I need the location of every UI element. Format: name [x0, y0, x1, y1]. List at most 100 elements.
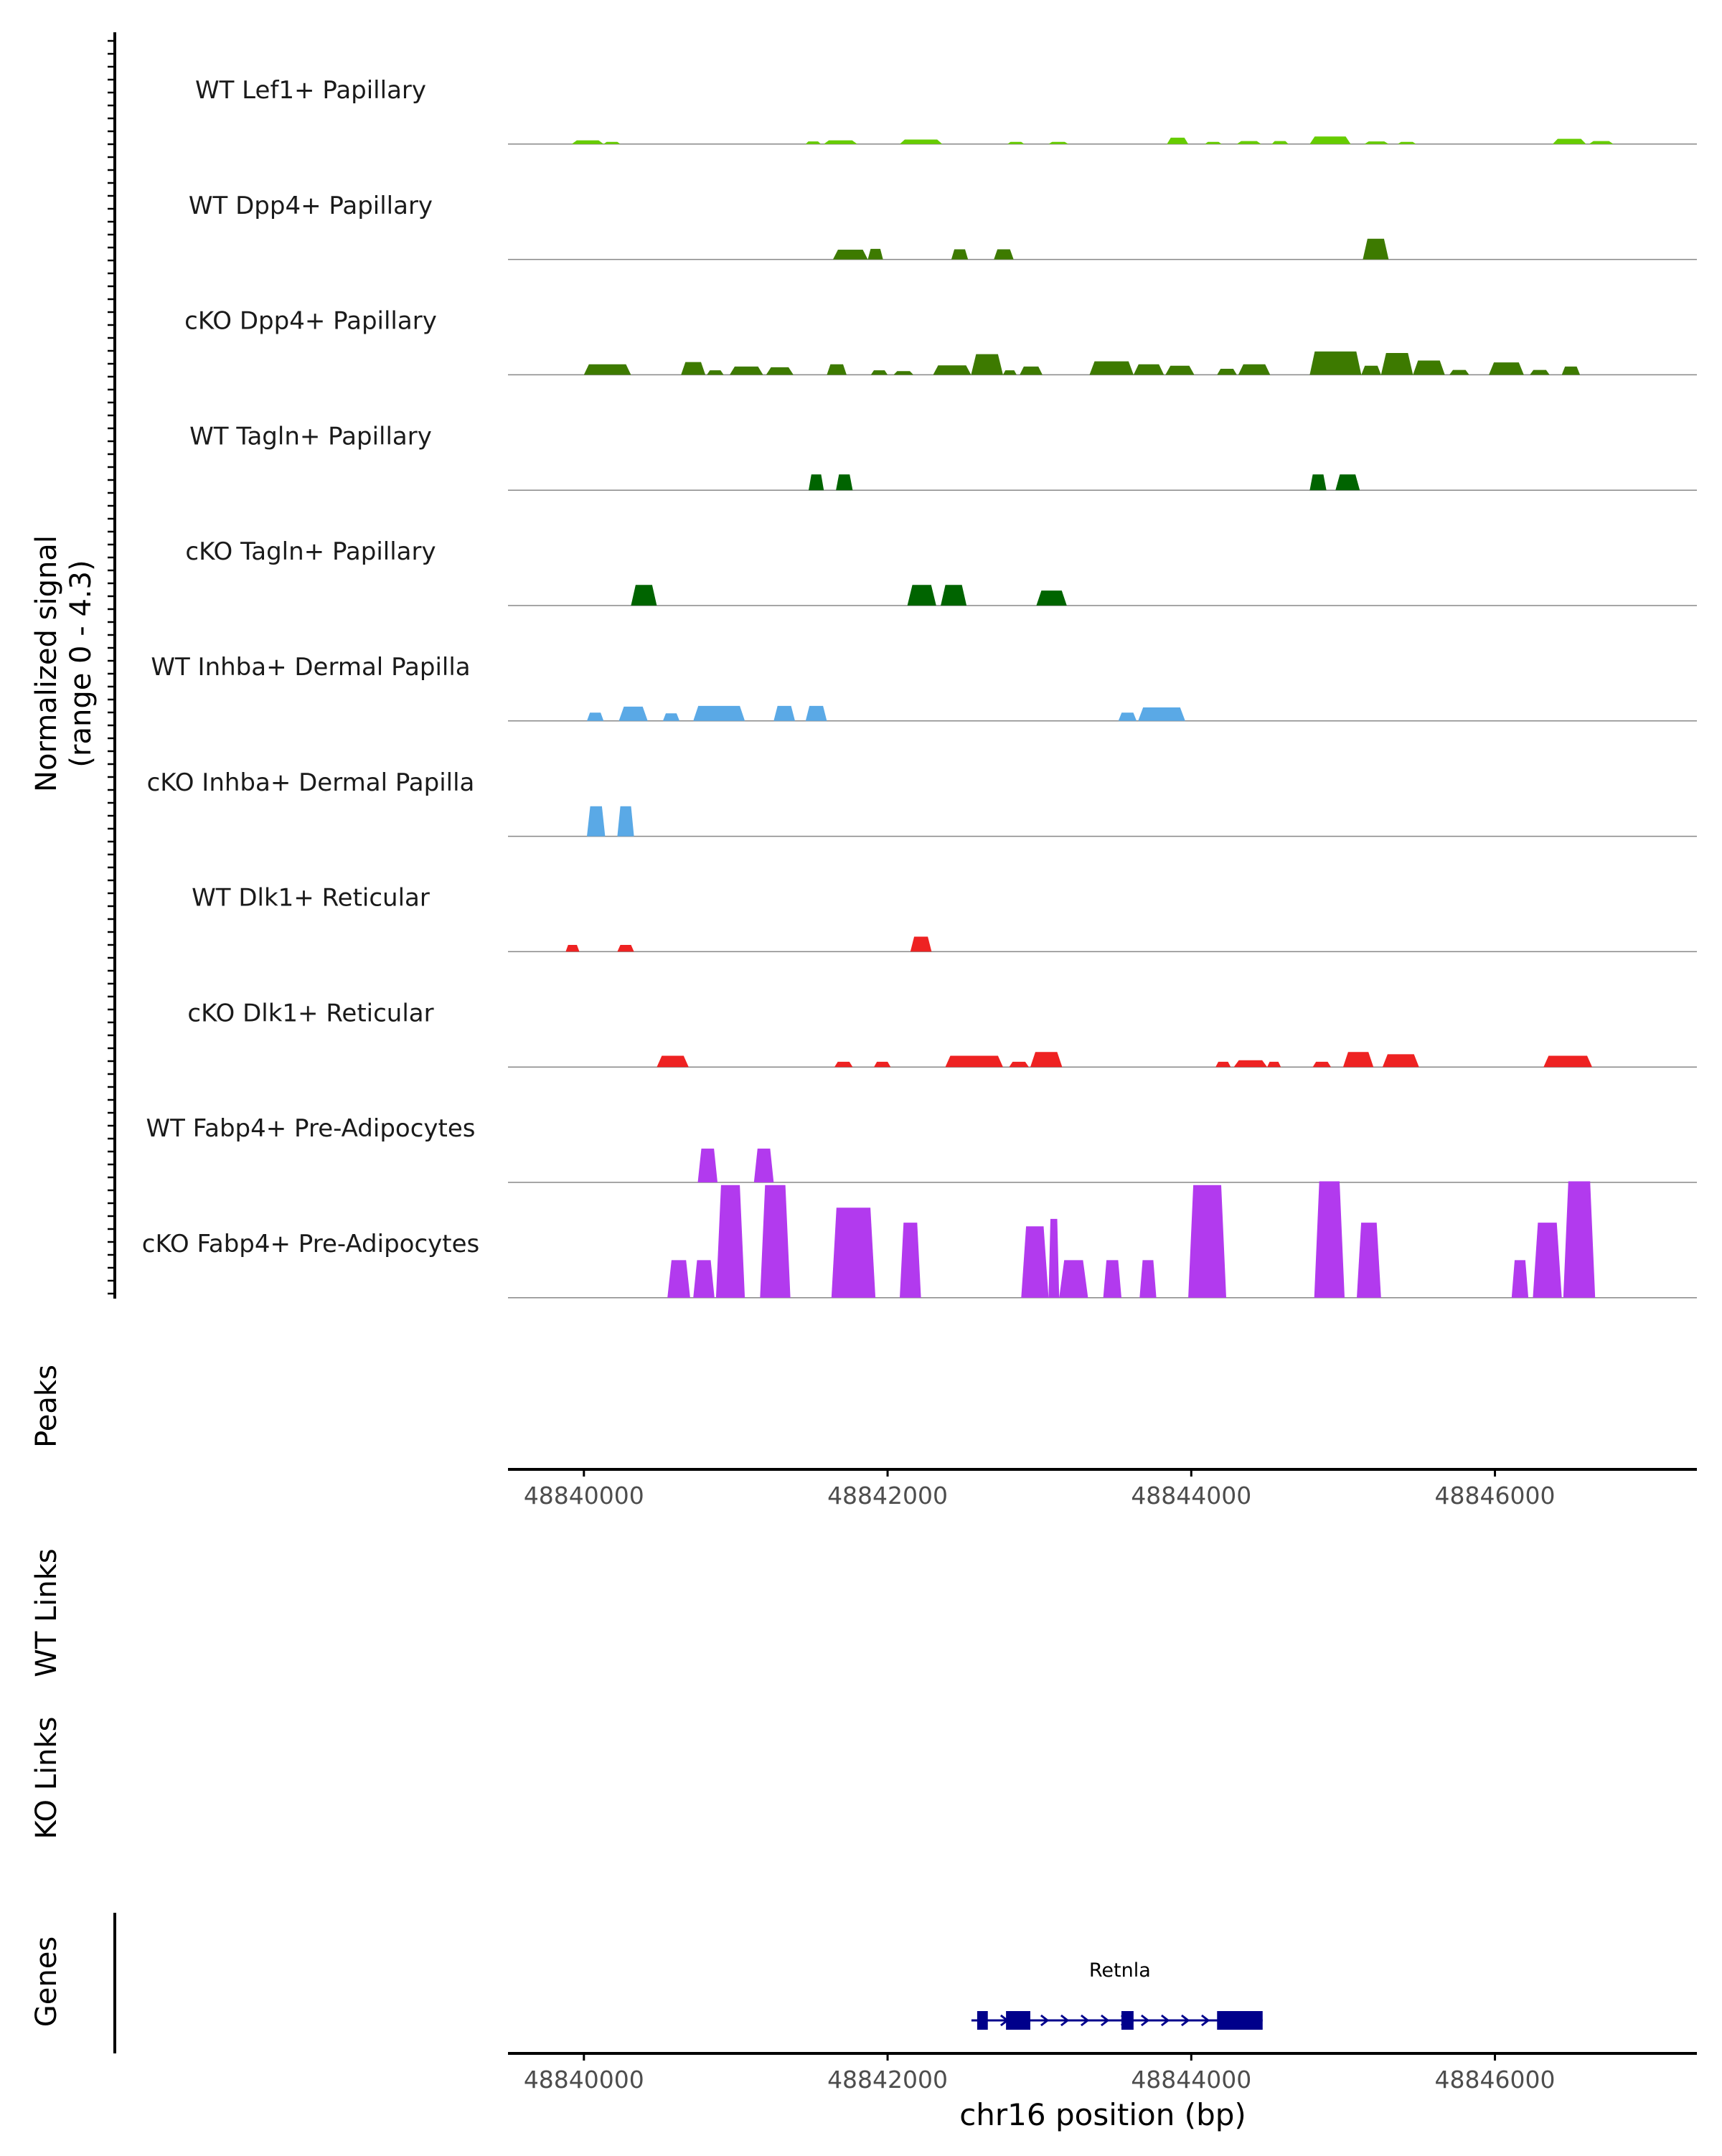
gene-x-tick-label: 48844000 — [1131, 2066, 1251, 2094]
signal-peak — [874, 1061, 891, 1068]
track-cko-fabp4-pre-adipocytes: cKO Fabp4+ Pre-Adipocytes — [142, 1181, 1697, 1299]
signal-peak — [1398, 141, 1416, 144]
signal-peak — [1563, 1181, 1596, 1298]
signal-peak — [618, 706, 648, 721]
peaks-panel-label: Peaks — [30, 1365, 63, 1448]
gene-exon — [1006, 2011, 1030, 2030]
signal-peak — [631, 585, 657, 606]
signal-peak — [730, 366, 763, 375]
signal-peak — [1165, 365, 1195, 375]
signal-peak — [657, 1055, 689, 1068]
track-label: WT Lef1+ Papillary — [195, 76, 426, 105]
signal-peak — [1342, 1052, 1374, 1068]
x-axis-title: chr16 position (bp) — [959, 2097, 1246, 2132]
signal-peak — [1449, 369, 1469, 375]
strand-arrow — [1160, 2014, 1170, 2027]
track-wt-lef1-papillary: WT Lef1+ Papillary — [195, 76, 1697, 145]
signal-peak — [1309, 351, 1362, 375]
gene-x-tick-label: 48846000 — [1435, 2066, 1556, 2094]
signal-peak — [667, 1260, 690, 1298]
signal-peak — [662, 713, 680, 721]
gene-exon — [1217, 2011, 1263, 2030]
signal-peak — [1002, 370, 1017, 375]
signal-y-axis — [108, 32, 116, 1299]
strand-arrow — [1140, 2014, 1150, 2027]
track-wt-fabp4-pre-adipocytes: WT Fabp4+ Pre-Adipocytes — [146, 1114, 1697, 1183]
signal-peak — [805, 141, 821, 144]
signal-peak — [760, 1185, 791, 1298]
signal-peak — [693, 705, 745, 721]
signal-peak — [1021, 1226, 1049, 1298]
track-wt-inhba-dermal-papilla: WT Inhba+ Dermal Papilla — [151, 653, 1697, 722]
x-tick-label: 48844000 — [1131, 1482, 1251, 1510]
coverage-tracks: WT Lef1+ Papillary WT Dpp4+ Papillary cKO … — [142, 76, 1697, 1299]
track-label: WT Dlk1+ Reticular — [192, 884, 430, 913]
track-cko-dlk1-reticular: cKO Dlk1+ Reticular — [187, 999, 1697, 1068]
signal-peak — [1553, 138, 1586, 144]
signal-peak — [1364, 141, 1389, 144]
signal-peak — [571, 140, 604, 144]
signal-peak — [867, 248, 883, 260]
signal-peak — [910, 936, 932, 952]
signal-peak — [1205, 141, 1222, 144]
signal-peak — [565, 945, 580, 952]
signal-peak — [753, 1148, 774, 1182]
strand-arrow — [1200, 2014, 1210, 2027]
track-cko-tagln-papillary: cKO Tagln+ Papillary — [185, 537, 1697, 606]
signal-peak — [941, 585, 967, 606]
signal-peak — [617, 945, 634, 952]
track-label: WT Dpp4+ Papillary — [189, 192, 433, 220]
signal-peak — [951, 249, 969, 260]
gene-exon — [977, 2011, 988, 2030]
signal-peak — [1030, 1052, 1063, 1068]
signal-peak — [1382, 1054, 1419, 1068]
x-tick-label: 48840000 — [524, 1482, 644, 1510]
wt-links-panel-label: WT Links — [30, 1548, 63, 1677]
signal-peak — [1188, 1185, 1226, 1298]
ko-links-panel-label: KO Links — [30, 1717, 63, 1840]
signal-peak — [870, 370, 888, 375]
signal-peak — [773, 705, 795, 721]
track-cko-dpp4-papillary: cKO Dpp4+ Papillary — [184, 307, 1697, 376]
signal-peak — [707, 370, 724, 375]
x-tick-label: 48842000 — [827, 1482, 948, 1510]
signal-peak — [1309, 136, 1351, 144]
signal-peak — [1020, 366, 1043, 375]
signal-peak — [1309, 474, 1327, 491]
strand-arrow — [1080, 2014, 1090, 2027]
signal-peak — [1133, 364, 1165, 375]
signal-peak — [1271, 141, 1289, 144]
signal-peak — [617, 806, 634, 837]
signal-peak — [681, 362, 706, 375]
signal-peak — [831, 1208, 876, 1298]
strand-arrow — [1060, 2014, 1070, 2027]
signal-peak — [1489, 362, 1524, 375]
signal-peak — [1089, 361, 1134, 375]
signal-peak — [945, 1055, 1003, 1068]
track-label: cKO Tagln+ Papillary — [185, 537, 436, 566]
signal-peak — [805, 705, 827, 721]
signal-peak — [834, 1061, 853, 1068]
y-axis-title-line1: Normalized signal — [30, 535, 63, 792]
signal-peak — [1363, 238, 1389, 260]
signal-peak — [1007, 141, 1025, 144]
signal-peak — [893, 371, 913, 375]
gene-x-tick-label: 48842000 — [827, 2066, 948, 2094]
signal-peak — [1167, 137, 1189, 144]
signal-peak — [1238, 364, 1271, 375]
track-wt-dlk1-reticular: WT Dlk1+ Reticular — [192, 884, 1697, 953]
x-tick-label: 48846000 — [1435, 1482, 1556, 1510]
signal-peak — [836, 474, 853, 491]
signal-peak — [933, 365, 971, 375]
signal-peak — [587, 712, 604, 721]
track-label: cKO Dpp4+ Papillary — [184, 307, 437, 336]
signal-peak — [1215, 1061, 1231, 1068]
track-label: cKO Inhba+ Dermal Papilla — [147, 768, 475, 797]
track-label: cKO Dlk1+ Reticular — [187, 999, 433, 1027]
gene-retnla: Retnla — [971, 1959, 1263, 2030]
track-wt-tagln-papillary: WT Tagln+ Papillary — [189, 422, 1697, 491]
signal-peak — [1059, 1260, 1088, 1298]
track-wt-dpp4-papillary: WT Dpp4+ Papillary — [189, 192, 1697, 260]
signal-peak — [1139, 1260, 1157, 1298]
